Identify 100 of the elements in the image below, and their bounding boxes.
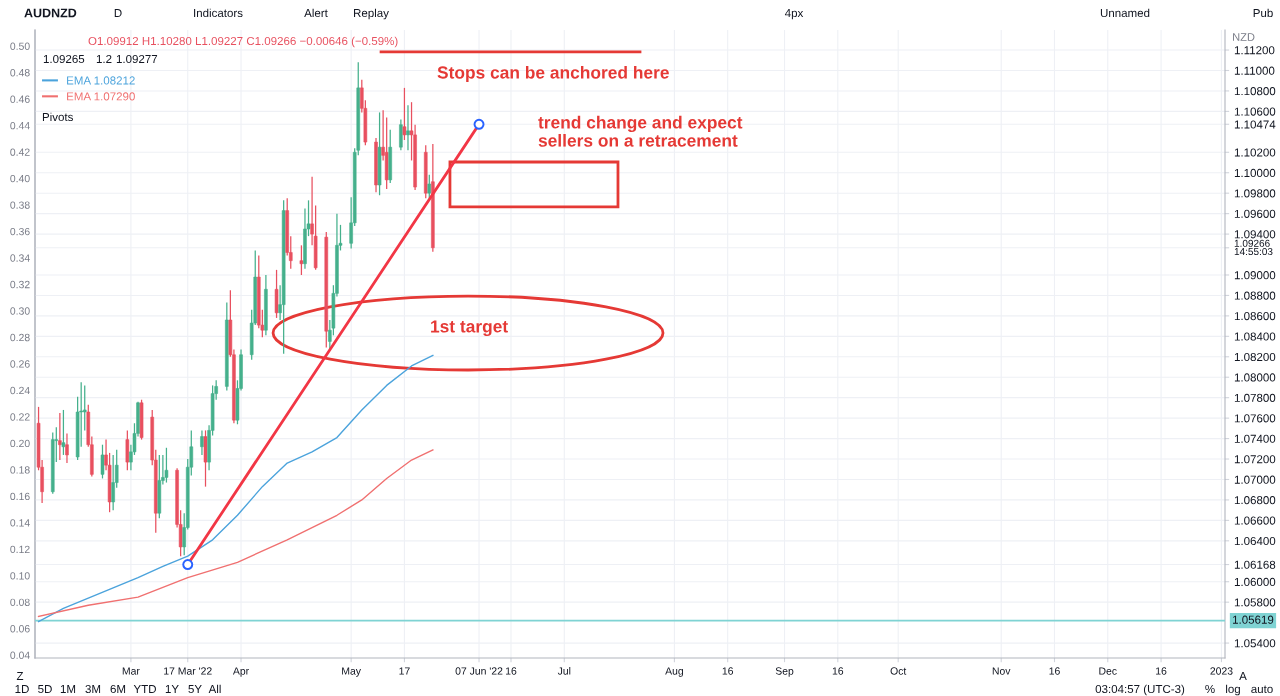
candlestick xyxy=(399,118,403,151)
candlestick xyxy=(164,447,169,484)
candlestick xyxy=(406,104,410,151)
x-tick-label: 17 xyxy=(399,667,410,675)
candlestick xyxy=(402,87,407,141)
x-tick-label: 16 xyxy=(722,667,734,675)
candlestick xyxy=(274,269,279,319)
candlestick xyxy=(299,244,304,276)
y2-tick-label: 0.16 xyxy=(10,492,30,501)
text: log xyxy=(1226,684,1240,696)
y2-tick-label: 0.50 xyxy=(10,42,30,50)
legend-label: EMA 1.07290 xyxy=(67,92,135,101)
y2-tick-label: 0.06 xyxy=(10,625,30,633)
y-tick-label: 1.08600 xyxy=(1234,312,1276,321)
y-tick-label: 1.11000 xyxy=(1234,66,1275,75)
y2-tick-label: 0.30 xyxy=(10,307,30,315)
y2-tick-label: 0.46 xyxy=(10,95,30,103)
candlestick xyxy=(65,432,69,464)
x-tick-label: 17 Mar '22 xyxy=(164,667,212,675)
x-tick-label: May xyxy=(342,667,361,677)
text: 03:04:57 (UTC-3) xyxy=(1095,684,1185,696)
y-tick-label: 1.07200 xyxy=(1234,455,1276,464)
y-tick-label: 1.10800 xyxy=(1234,87,1276,96)
y-tick-label: 1.10474 xyxy=(1234,120,1276,129)
x-tick-label: 2023 xyxy=(1210,667,1233,675)
y2-tick-label: 0.34 xyxy=(10,254,30,262)
text: O1.09912 H1.10280 L1.09227 C1.09266 −0.00646 (−0.59%) xyxy=(88,36,398,48)
text: 1D xyxy=(15,685,29,693)
line-series xyxy=(37,354,434,623)
text: 6M xyxy=(110,684,126,694)
y-tick-label: 1.05800 xyxy=(1234,598,1276,607)
text: 1M xyxy=(60,685,76,693)
y-tick-label: 1.09000 xyxy=(1234,271,1276,280)
y2-tick-label: 0.18 xyxy=(10,466,30,474)
y-tick-label: 1.09600 xyxy=(1234,209,1276,218)
legend-label: EMA 1.08212 xyxy=(67,76,135,85)
x-tick-label: Apr xyxy=(232,667,249,677)
y2-tick-label: 0.38 xyxy=(10,201,30,209)
y2-tick-label: 0.08 xyxy=(10,598,30,606)
candlestick xyxy=(427,174,432,199)
x-tick-label: Nov xyxy=(992,667,1011,675)
y2-tick-label: 0.12 xyxy=(10,545,30,554)
candlestick xyxy=(61,409,66,456)
text: auto xyxy=(1251,685,1273,694)
candlestick xyxy=(100,444,105,480)
x-tick-label: Jul xyxy=(557,667,571,675)
y2-tick-label: 0.10 xyxy=(10,572,30,580)
annotation: 1.09265 xyxy=(43,54,85,64)
y-tick-label: 1.08400 xyxy=(1234,332,1276,341)
annotation: Stops can be anchored here xyxy=(437,65,669,83)
x-tick-label: 07 Jun '22 xyxy=(455,667,503,675)
y2-tick-label: 0.36 xyxy=(10,227,30,236)
annotation: Pivots xyxy=(42,112,73,122)
candlestick xyxy=(111,454,115,511)
y-tick-label: 1.07800 xyxy=(1234,393,1276,402)
text: 3M xyxy=(85,684,101,694)
y-tick-label: 1.06400 xyxy=(1234,536,1276,546)
x-tick-label: Sep xyxy=(775,667,794,677)
y2-tick-label: 0.26 xyxy=(10,360,30,368)
y-tick-label: 1.10000 xyxy=(1234,168,1276,178)
y2-tick-label: 0.44 xyxy=(10,121,30,130)
y-tick-label: 1.11200 xyxy=(1234,46,1275,55)
y2-tick-label: 0.42 xyxy=(10,148,30,156)
annotation: 1.09277 xyxy=(116,54,158,64)
y-tick-label: 1.09800 xyxy=(1234,189,1276,198)
text: 5Y xyxy=(188,685,202,694)
y-tick-label: 1.10600 xyxy=(1234,107,1276,116)
text: Replay xyxy=(354,8,389,20)
y-axis-title: NZD xyxy=(1233,33,1255,41)
text: Pub xyxy=(1253,8,1273,18)
y-tick-label: 1.06000 xyxy=(1234,577,1276,587)
y2-tick-label: 0.22 xyxy=(10,413,30,421)
y-tick-label: 1.07400 xyxy=(1234,434,1276,443)
text: D xyxy=(114,9,122,17)
text: 4px xyxy=(784,9,804,20)
annotation: 1st target xyxy=(431,320,508,337)
y2-tick-label: 0.40 xyxy=(10,174,30,183)
candlestick xyxy=(125,429,130,471)
annotation: 1.2 xyxy=(96,54,112,63)
y-tick-label: 1.06600 xyxy=(1234,516,1276,525)
text: 1Y xyxy=(165,685,179,693)
x-tick-label: 16 xyxy=(1156,667,1167,675)
y-tick-label: 1.07600 xyxy=(1234,414,1276,423)
y-tick-label: 1.09400 xyxy=(1234,230,1276,239)
y-tick-label: 1.07000 xyxy=(1234,475,1276,484)
x-tick-label: Aug xyxy=(665,667,683,677)
y-tick-label: 1.09266 14:55:03 xyxy=(1234,239,1273,256)
x-tick-label: 16 xyxy=(506,667,517,675)
y-tick-label: 1.06168 xyxy=(1234,560,1276,569)
text: A xyxy=(1239,672,1247,680)
text: Alert xyxy=(304,8,328,18)
x-tick-label: Mar xyxy=(122,667,140,675)
y2-tick-label: 0.48 xyxy=(10,69,30,77)
y-tick-label: 1.06800 xyxy=(1234,496,1276,505)
y2-tick-label: 0.28 xyxy=(10,333,30,342)
y2-tick-label: 0.20 xyxy=(10,439,30,448)
x-tick-label: Dec xyxy=(1099,667,1117,675)
y-tick-label: 1.08000 xyxy=(1234,373,1276,382)
y-tick-label: 1.10200 xyxy=(1234,148,1276,157)
text: All xyxy=(208,684,221,693)
